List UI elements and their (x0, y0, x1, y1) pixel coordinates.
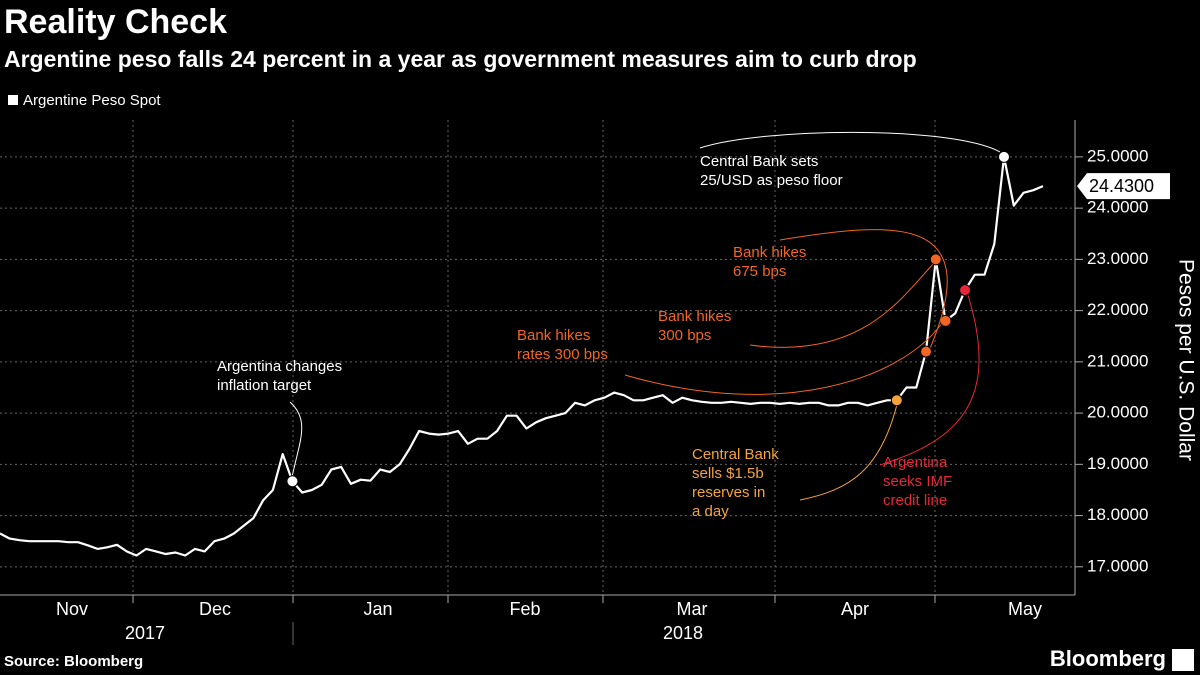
source: Source: Bloomberg (4, 653, 143, 670)
annotation-text: inflation target (217, 377, 312, 394)
y-tick-label: 22.0000 (1087, 300, 1148, 319)
annotation-connector (799, 405, 898, 501)
y-tick-label: 23.0000 (1087, 249, 1148, 268)
x-tick-label: Dec (199, 599, 231, 619)
annotation-text: 300 bps (658, 327, 711, 344)
x-tick-label: Apr (841, 599, 869, 619)
annotation-text: credit line (883, 492, 947, 509)
annotation-connector (699, 131, 1001, 153)
chart-subtitle: Argentine peso falls 24 percent in a yea… (4, 46, 917, 72)
annotation-point (920, 345, 933, 358)
annotation-connector (779, 229, 948, 358)
annotation-text: Bank hikes (658, 308, 731, 325)
annotation-text: reserves in (692, 484, 765, 501)
legend-label: Argentine Peso Spot (23, 92, 161, 109)
year-label: 2018 (663, 623, 703, 643)
y-tick-label: 21.0000 (1087, 351, 1148, 370)
annotation-connector (624, 323, 942, 395)
annotation-point (890, 394, 903, 407)
last-value-label: 24.4300 (1089, 176, 1154, 196)
series-line (0, 155, 1044, 557)
annotation-text: a day (692, 503, 729, 520)
annotation-text: sells $1.5b (692, 465, 764, 482)
annotation-text: Argentina changes (217, 358, 342, 375)
y-tick-label: 19.0000 (1087, 454, 1148, 473)
annotation-connector (749, 264, 934, 348)
y-tick-label: 25.0000 (1087, 146, 1148, 165)
last-value-tag (1077, 173, 1170, 200)
annotation-text: Bank hikes (733, 244, 806, 261)
annotation-text: rates 300 bps (517, 346, 608, 363)
annotation-text: Argentina (883, 454, 948, 471)
annotation-text: Central Bank (692, 446, 779, 463)
annotation-text: Bank hikes (517, 327, 590, 344)
annotation-point (959, 284, 972, 297)
annotation-text: seeks IMF (883, 473, 952, 490)
y-axis-label: Pesos per U.S. Dollar (1174, 259, 1197, 461)
y-tick-label: 17.0000 (1087, 556, 1148, 575)
annotation-text: Central Bank sets (700, 153, 818, 170)
y-tick-label: 20.0000 (1087, 403, 1148, 422)
x-tick-label: Feb (509, 599, 540, 619)
y-tick-label: 24.0000 (1087, 198, 1148, 217)
y-tick-label: 18.0000 (1087, 505, 1148, 524)
x-tick-label: May (1008, 599, 1042, 619)
annotation-text: 25/USD as peso floor (700, 172, 843, 189)
annotation-connector (289, 401, 303, 476)
x-tick-label: Mar (677, 599, 708, 619)
x-tick-label: Jan (363, 599, 392, 619)
legend-swatch (8, 95, 18, 105)
annotation-connector (879, 294, 980, 466)
x-tick-label: Nov (56, 599, 88, 619)
annotation-point (998, 150, 1011, 163)
annotation-text: 675 bps (733, 263, 786, 280)
chart-title: Reality Check (4, 3, 227, 41)
annotation-point (286, 475, 299, 488)
brand: Bloomberg (1050, 646, 1166, 671)
brand-logo (1172, 649, 1194, 671)
annotation-point (929, 253, 942, 266)
year-label: 2017 (125, 623, 165, 643)
